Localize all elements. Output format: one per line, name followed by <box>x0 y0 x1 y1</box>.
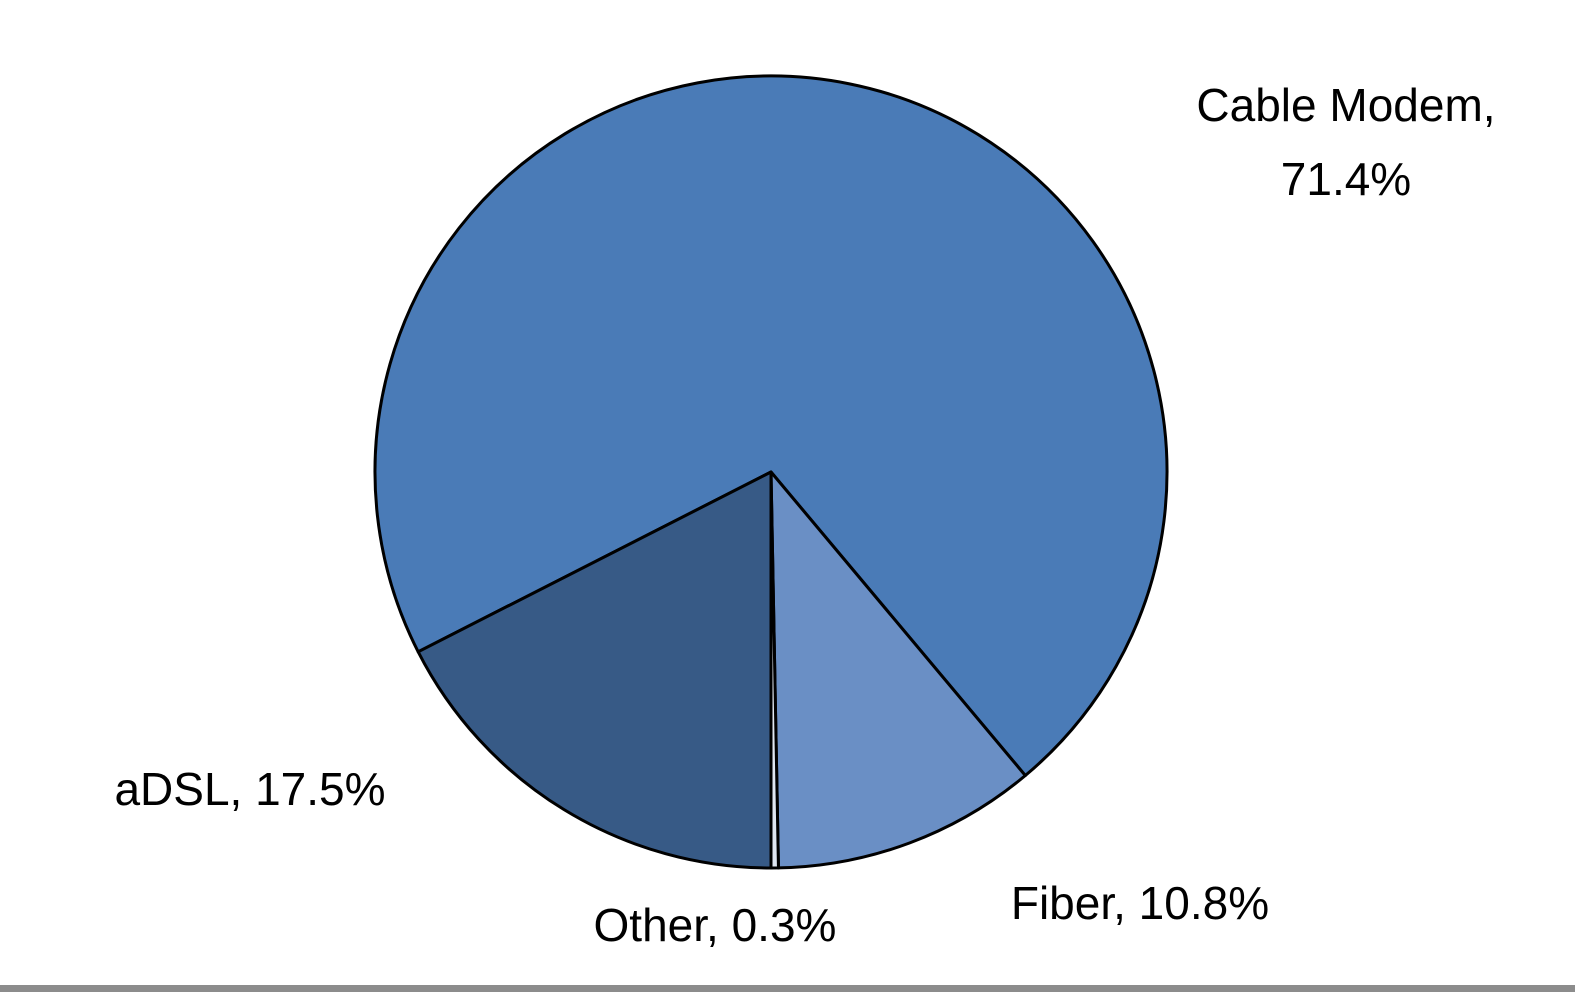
bottom-rule <box>0 985 1575 992</box>
pie-slice <box>416 470 773 870</box>
data-label: Fiber, 10.8% <box>1010 877 1270 929</box>
pie-slice <box>373 74 1169 778</box>
pie-slice <box>769 470 1027 870</box>
data-label: Other, 0.3% <box>593 899 837 951</box>
data-label: aDSL, 17.5% <box>114 763 386 815</box>
data-label: Cable Modem, 71.4% <box>1196 79 1496 205</box>
